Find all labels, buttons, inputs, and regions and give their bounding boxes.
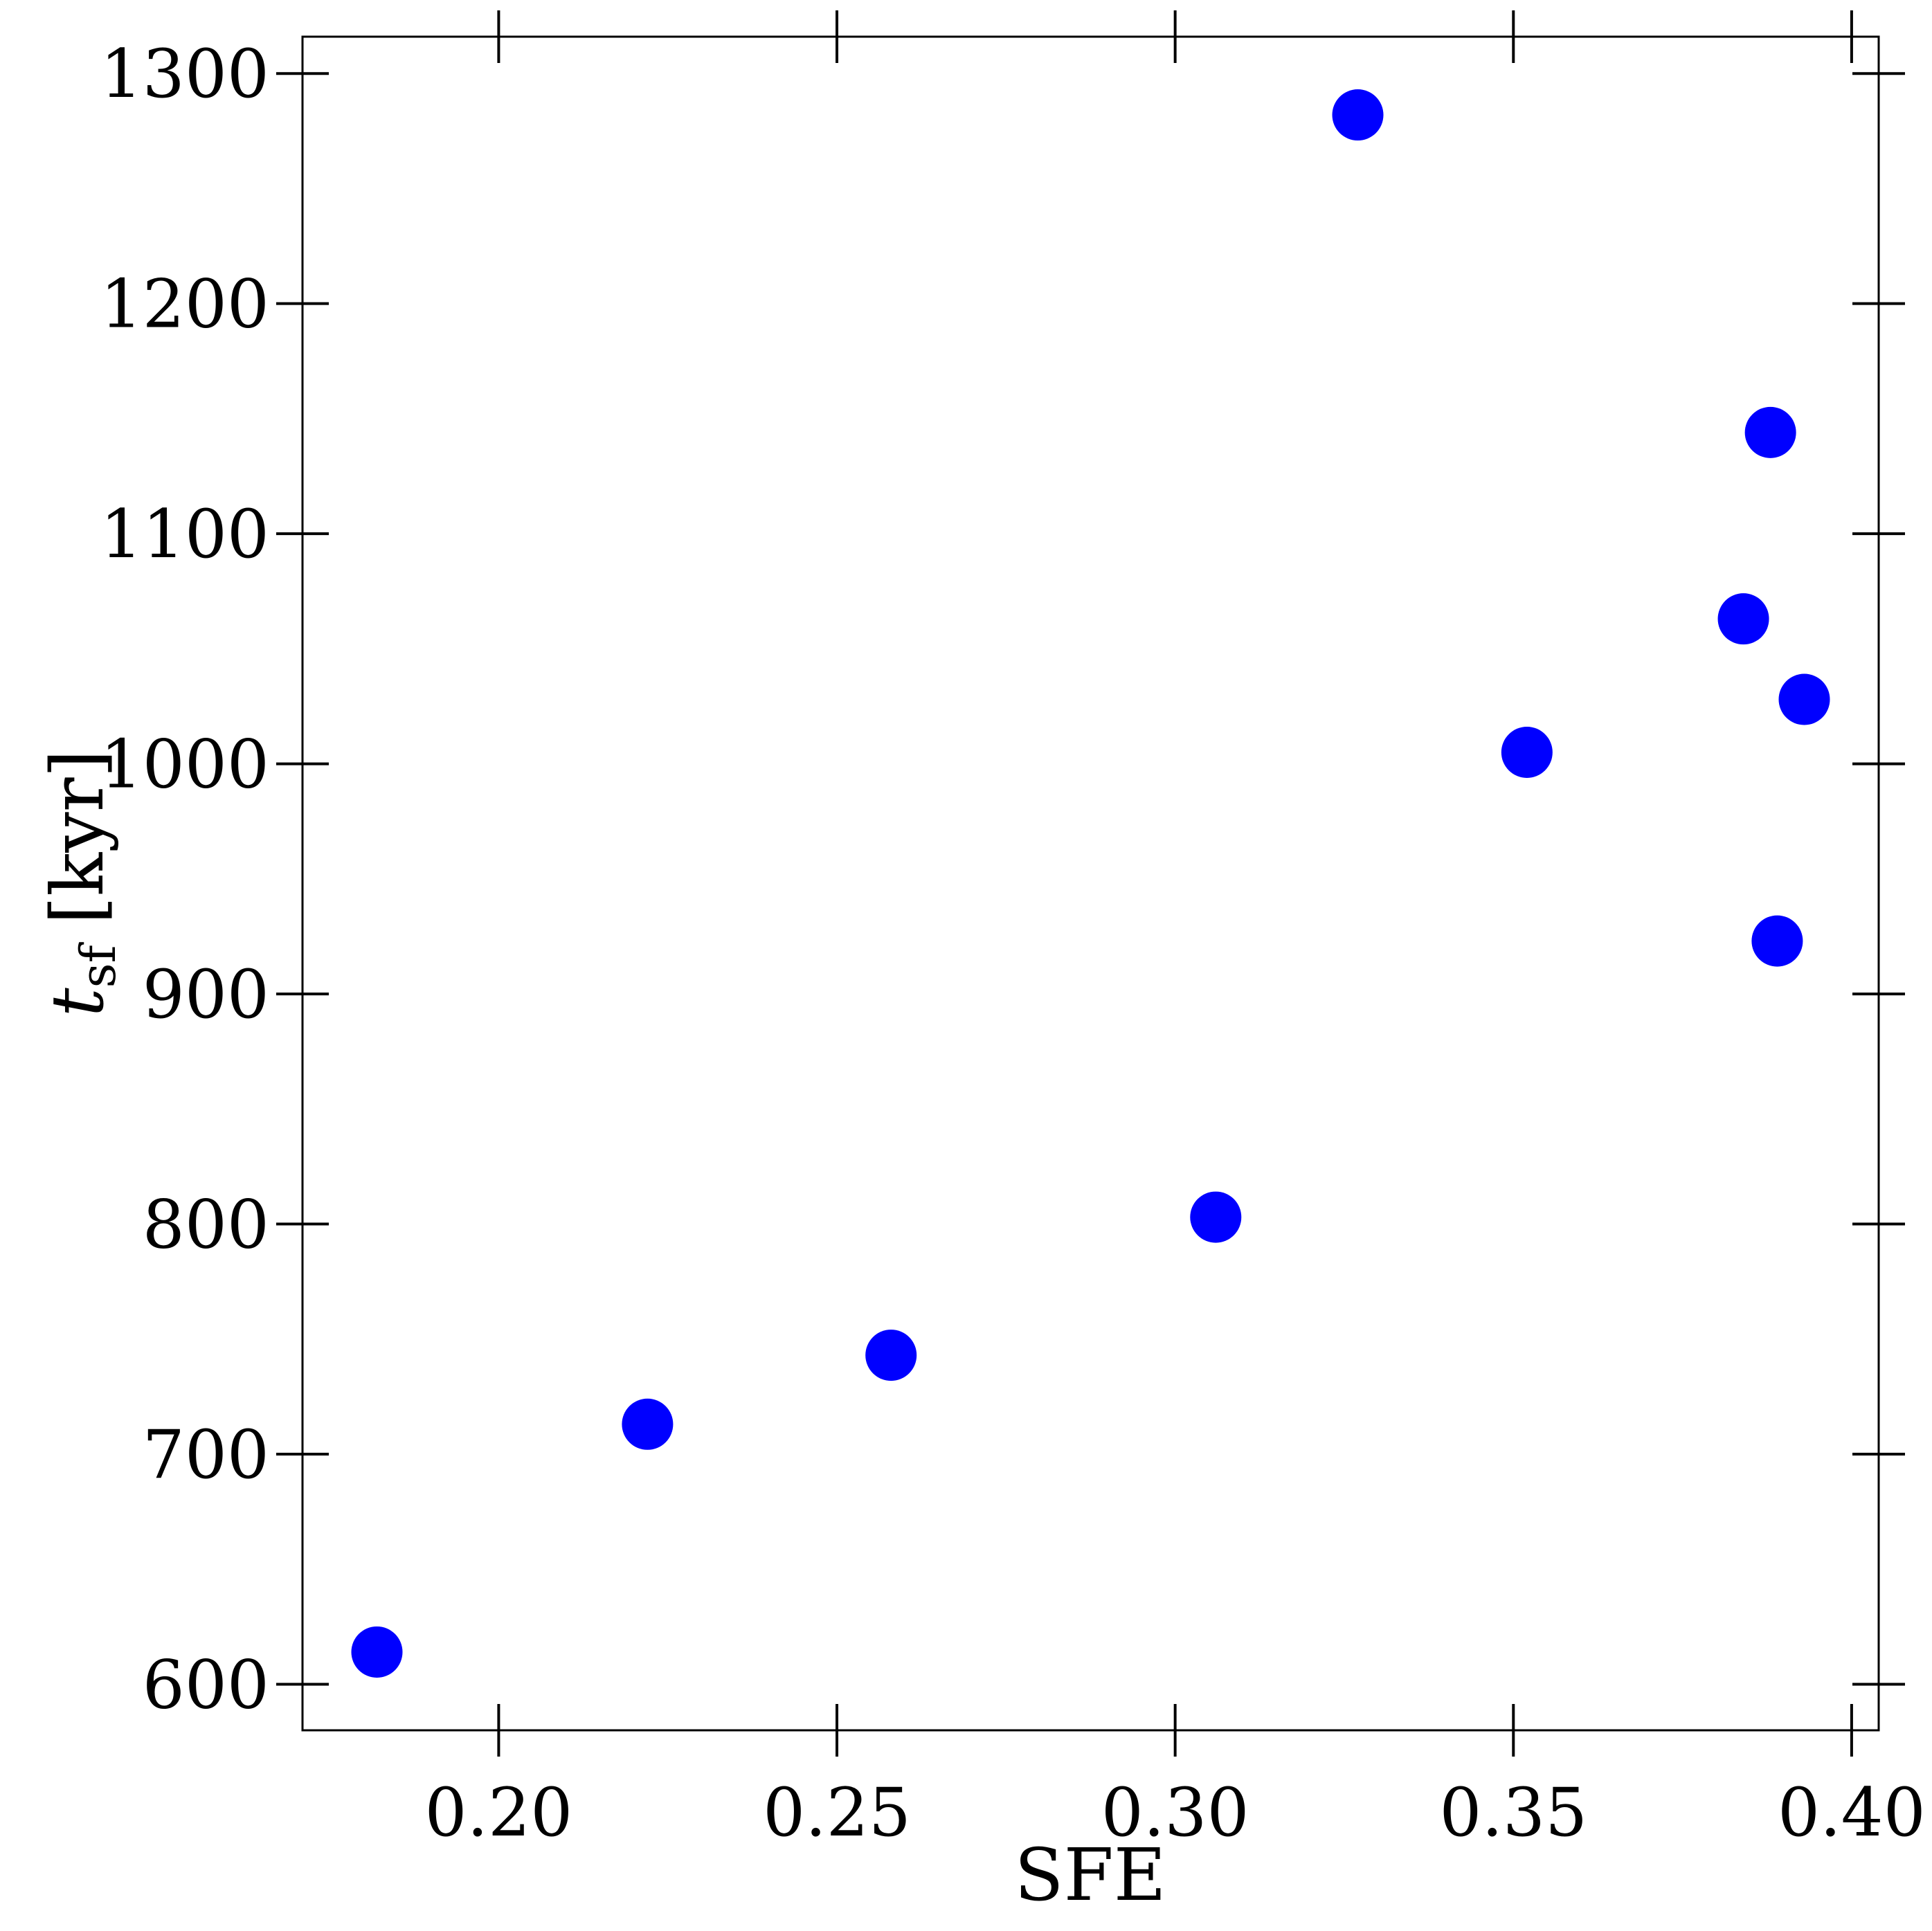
data-points xyxy=(351,89,1830,1678)
y-tick-label: 900 xyxy=(143,956,269,1033)
data-point xyxy=(1778,673,1830,725)
x-axis-title: SFE xyxy=(1014,1833,1166,1917)
data-point xyxy=(1501,726,1553,778)
x-tick-label: 0.40 xyxy=(1778,1774,1926,1851)
y-tick-label: 1200 xyxy=(100,266,269,343)
data-point xyxy=(1332,89,1384,141)
ticks-layer xyxy=(276,10,1905,1757)
y-tick-label: 700 xyxy=(143,1416,269,1494)
x-tick-label: 0.35 xyxy=(1439,1774,1587,1851)
data-point xyxy=(1744,406,1796,458)
y-axis-title-unit: [kyr] xyxy=(35,750,120,925)
y-tick-label: 1300 xyxy=(100,35,269,113)
data-point xyxy=(351,1626,403,1678)
y-axis-title-symbol: t xyxy=(35,988,120,1017)
x-tick-label: 0.25 xyxy=(763,1774,911,1851)
y-tick-label: 1100 xyxy=(100,496,269,573)
data-point xyxy=(1190,1191,1242,1243)
data-point xyxy=(1717,593,1769,645)
data-point xyxy=(865,1330,917,1381)
y-tick-labels: 600 700 800 900 1000 1100 1200 1300 xyxy=(100,35,269,1723)
y-tick-label: 800 xyxy=(143,1186,269,1264)
data-point xyxy=(622,1398,674,1450)
x-tick-labels: 0.20 0.25 0.30 0.35 0.40 xyxy=(425,1774,1926,1851)
plot-frame xyxy=(301,35,1880,1732)
x-tick-label: 0.30 xyxy=(1101,1774,1249,1851)
y-tick-label: 600 xyxy=(143,1647,269,1724)
y-axis-title: tsf [kyr] xyxy=(35,750,127,1017)
y-axis-title-subscript: sf xyxy=(70,941,127,988)
x-tick-label: 0.20 xyxy=(425,1774,573,1851)
data-point xyxy=(1751,915,1803,967)
y-tick-label: 1000 xyxy=(100,726,269,804)
plot-area xyxy=(303,37,1879,1730)
